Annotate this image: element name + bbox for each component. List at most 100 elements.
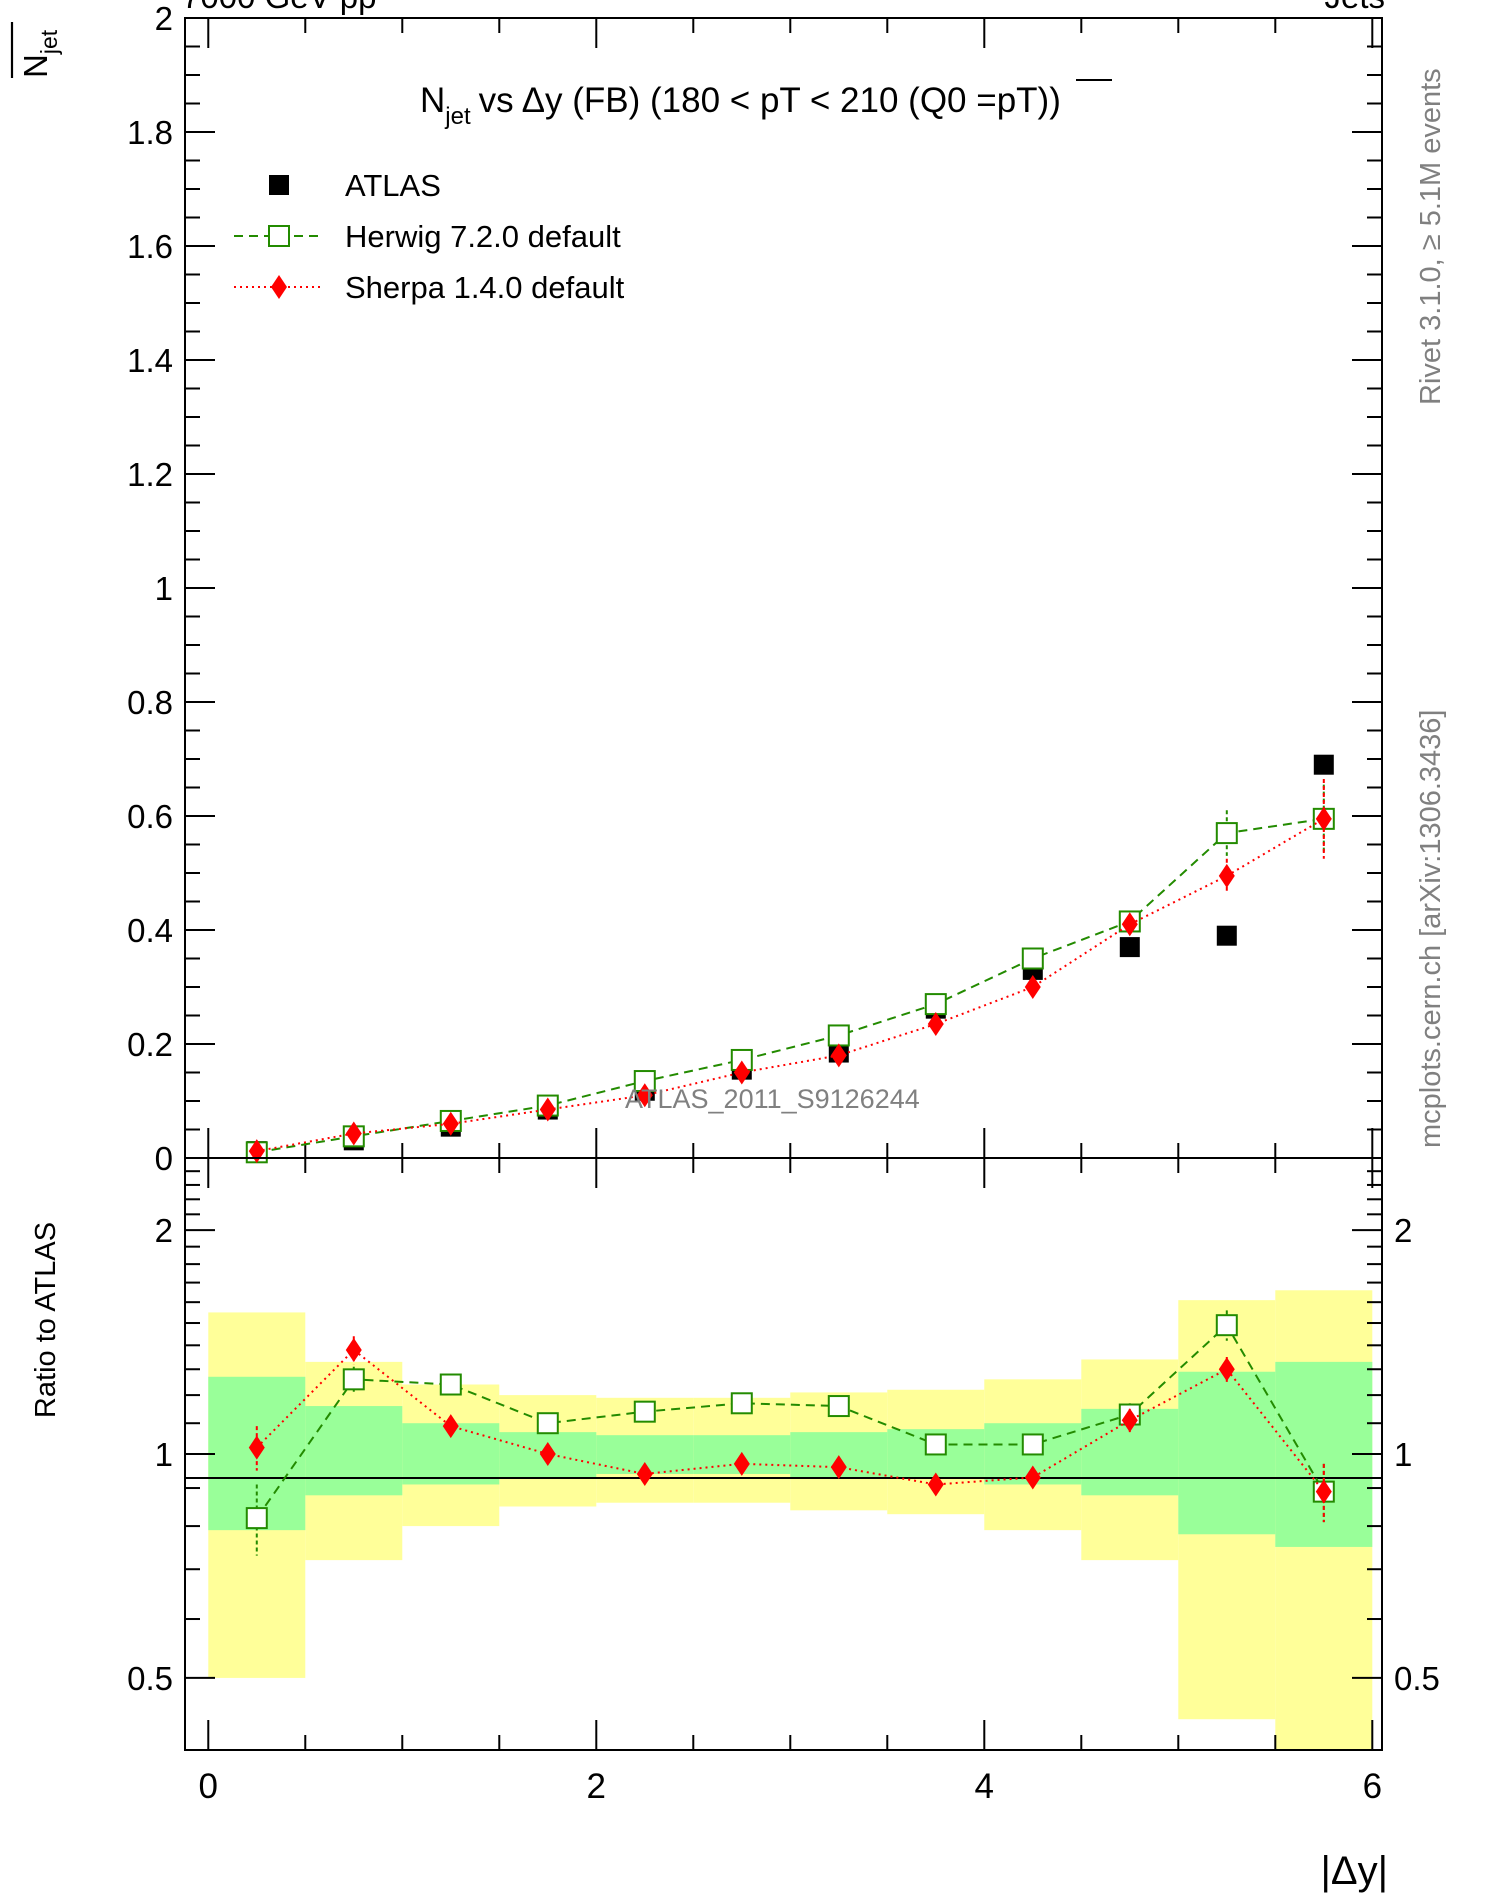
legend-herwig-label: Herwig 7.2.0 default <box>345 219 621 254</box>
mcplots-label: mcplots.cern.ch [arXiv:1306.3436] <box>1415 710 1447 1148</box>
main-sherpa-point <box>345 1121 362 1146</box>
ratio-sherpa-point <box>1218 1357 1235 1382</box>
ratio-sherpa-point <box>345 1337 362 1362</box>
ratio-y-tick-label: 2 <box>155 1212 173 1249</box>
ratio-y-tick-label: 0.5 <box>127 1660 173 1697</box>
main-sherpa-point <box>539 1097 556 1122</box>
legend-herwig-marker <box>268 225 290 247</box>
main-sherpa-point <box>830 1043 847 1068</box>
ratio-y-tick-label-right: 1 <box>1394 1436 1412 1473</box>
ratio-herwig-point <box>1215 1314 1238 1337</box>
main-axis-ticks: 0 0.2 0.4 0.6 0.8 1 1.2 1.4 1.6 1.8 2 <box>127 0 1382 1177</box>
ratio-series-layer <box>245 1310 1335 1556</box>
ratio-sherpa-point <box>636 1461 653 1486</box>
ratio-herwig-point <box>1021 1433 1044 1456</box>
ratio-sherpa-point <box>539 1442 556 1466</box>
legend-sherpa-marker <box>271 275 287 299</box>
main-sherpa-point <box>1121 912 1138 937</box>
ratio-herwig-point <box>730 1392 753 1415</box>
main-atlas-point <box>1119 937 1140 958</box>
title-delta: Δ <box>522 81 545 120</box>
main-herwig-point <box>1021 947 1044 970</box>
main-sherpa-point <box>636 1083 653 1108</box>
legend-atlas-label: ATLAS <box>345 168 441 203</box>
x-tick-label: 6 <box>1363 1767 1382 1806</box>
main-y-tick-label: 1.6 <box>127 228 173 265</box>
ratio-sherpa-point <box>1121 1408 1138 1433</box>
header-energy: 7000 GeV pp <box>182 0 377 15</box>
ratio-inner-band <box>1178 1371 1276 1535</box>
ratio-y-tick-label-right: 2 <box>1394 1212 1412 1249</box>
x-tick-label: 0 <box>199 1767 218 1806</box>
legend-atlas-marker <box>269 175 289 195</box>
title-n: N <box>420 81 445 120</box>
legend-sherpa-label: Sherpa 1.4.0 default <box>345 270 625 305</box>
ratio-sherpa-point <box>442 1414 459 1439</box>
ratio-herwig-point <box>439 1373 462 1396</box>
main-y-tick-label: 0 <box>155 1140 173 1177</box>
main-y-tick-label: 1.4 <box>127 342 173 379</box>
ratio-uncertainty-bands <box>208 1290 1373 1750</box>
main-atlas-point <box>1216 925 1237 946</box>
ratio-herwig-point <box>827 1395 850 1418</box>
legend: ATLAS Herwig 7.2.0 default Sherpa 1.4.0 … <box>234 168 625 305</box>
main-y-tick-label: 1 <box>155 570 173 607</box>
ratio-herwig-point <box>924 1433 947 1456</box>
ratio-sherpa-line <box>256 1348 1325 1493</box>
ratio-herwig-point <box>342 1368 365 1391</box>
main-sherpa-point <box>1024 975 1041 999</box>
ratio-y-axis-label: Ratio to ATLAS <box>30 1222 62 1418</box>
ratio-herwig-point <box>633 1400 656 1423</box>
analysis-label: ATLAS_2011_S9126244 <box>625 1084 920 1114</box>
ratio-sherpa-point <box>830 1455 847 1480</box>
ratio-y-tick-label-right: 0.5 <box>1394 1660 1440 1697</box>
title-rest: y (FB) (180 < pT < 210 (Q0 = <box>545 81 997 120</box>
main-sherpa-point <box>442 1111 459 1136</box>
title-close: )) <box>1038 81 1061 120</box>
main-sherpa-line <box>256 817 1325 1153</box>
main-sherpa-point <box>1218 863 1235 888</box>
ratio-sherpa-point <box>927 1472 944 1497</box>
ratio-sherpa-point <box>1024 1465 1041 1490</box>
ratio-panel: 0.5 0.5 1 1 2 2 0 2 4 6 <box>127 1157 1440 1806</box>
x-tick-label: 4 <box>975 1767 994 1806</box>
title-vs: vs <box>479 81 514 120</box>
main-atlas-point <box>1313 754 1334 775</box>
ratio-sherpa-point <box>733 1451 750 1476</box>
ratio-inner-band <box>305 1406 403 1496</box>
main-herwig-point <box>827 1024 850 1047</box>
rivet-version-label: Rivet 3.1.0, ≥ 5.1M events <box>1415 68 1447 405</box>
title-jet-subscript: jet <box>444 103 471 130</box>
ylabel-n: N <box>17 54 54 78</box>
main-y-tick-label: 1.2 <box>127 456 173 493</box>
ratio-axis-ticks: 0.5 0.5 1 1 2 2 0 2 4 6 <box>127 1158 1440 1806</box>
x-axis-label: |Δy| <box>1321 1849 1389 1893</box>
main-sherpa-point <box>733 1060 750 1085</box>
main-herwig-line <box>256 817 1324 1154</box>
main-y-tick-label: 0.6 <box>127 798 173 835</box>
main-panel: 0 0.2 0.4 0.6 0.8 1 1.2 1.4 1.6 1.8 2 Njet vs Δy (FB… <box>127 0 1383 1177</box>
x-tick-label: 2 <box>587 1767 606 1806</box>
svg-text:Njet: Njet <box>17 29 62 78</box>
ylabel-jet-subscript: jet <box>36 29 62 55</box>
ratio-frame <box>184 1157 1383 1751</box>
ratio-y-tick-label: 1 <box>155 1436 173 1473</box>
top-y-axis-label: Njet <box>10 22 62 78</box>
main-y-tick-label: 0.8 <box>127 684 173 721</box>
main-herwig-point <box>924 993 947 1016</box>
main-sherpa-point <box>1315 806 1332 831</box>
title-pt-bar: pT <box>997 81 1038 120</box>
main-y-tick-label: 0.2 <box>127 1026 173 1063</box>
ratio-sherpa-point <box>248 1435 265 1460</box>
ratio-herwig-point <box>245 1507 268 1530</box>
ratio-sherpa-point <box>1315 1479 1332 1504</box>
main-sherpa-point <box>927 1012 944 1037</box>
main-herwig-point <box>1215 822 1238 845</box>
main-y-tick-label: 1.8 <box>127 114 173 151</box>
ratio-herwig-point <box>536 1412 559 1435</box>
main-y-tick-label: 2 <box>155 0 173 37</box>
header-category: Jets <box>1324 0 1385 15</box>
main-title: Njet vs Δy (FB) (180 < pT < 210 (Q0 =pT)) <box>420 81 1061 130</box>
main-y-tick-label: 0.4 <box>127 912 173 949</box>
